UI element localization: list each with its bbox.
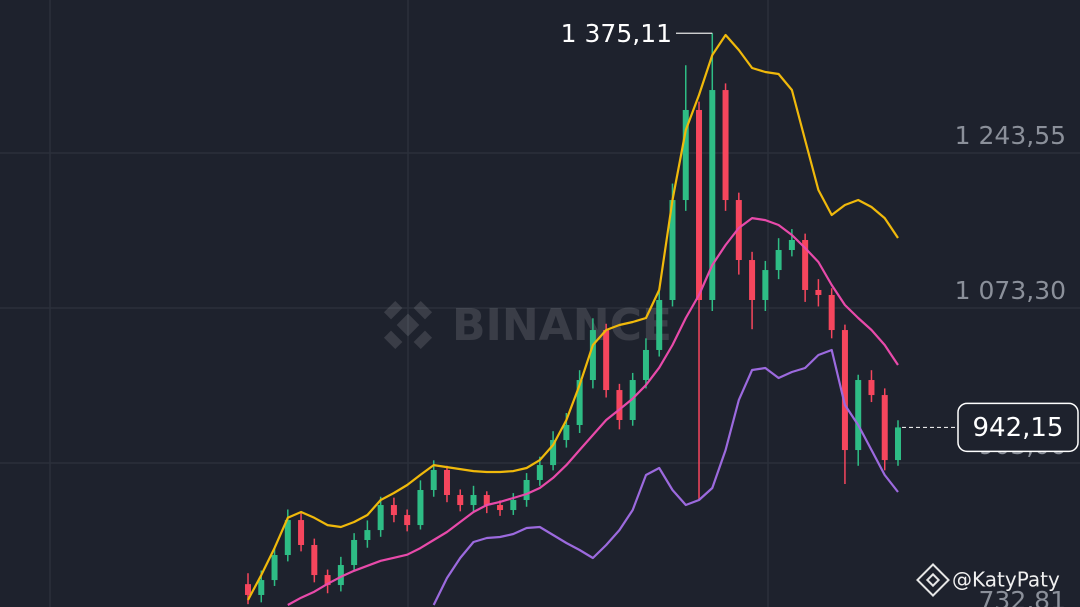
candle-body [284, 520, 291, 556]
candle-body [603, 330, 610, 391]
candle-body [443, 469, 450, 496]
candle-body [669, 200, 676, 300]
candle-body [709, 90, 716, 300]
candle-body [324, 575, 331, 586]
candle-body [576, 380, 583, 426]
candle-body [497, 505, 504, 511]
candle-body [841, 330, 848, 451]
y-tick-label: 1 243,55 [955, 121, 1066, 150]
candle-body [470, 495, 477, 506]
last-price-tag [957, 402, 1079, 453]
candle-body [749, 260, 756, 300]
credit: @KatyPaty [916, 563, 1060, 597]
watermark-text: BINANCE [452, 300, 672, 351]
candle-body [722, 90, 729, 201]
candle-body [775, 250, 782, 271]
candle-body [377, 505, 384, 531]
y-tick-label: 732,81 [979, 586, 1066, 607]
candle-body [868, 380, 875, 396]
candle-body [298, 520, 305, 545]
candle-body [682, 109, 689, 201]
candle-body [828, 294, 835, 331]
candle-body [881, 395, 888, 461]
candle-body [563, 425, 570, 441]
candle-body [735, 200, 742, 261]
candle-body [696, 109, 703, 300]
candle-body [271, 555, 278, 581]
band-line [432, 348, 899, 606]
candle-body [417, 490, 424, 526]
band-line [247, 33, 899, 601]
candle-body [802, 239, 809, 290]
candle-body [457, 495, 464, 506]
candle-body [642, 349, 649, 381]
candle-body [895, 427, 901, 461]
overlay-layer: 1 375,11 942,15 [561, 19, 1079, 453]
candle-body [510, 500, 517, 511]
candle-body [390, 505, 397, 516]
candle-body [337, 565, 344, 586]
candle-body [536, 465, 543, 480]
candle-body [311, 544, 318, 576]
credit-text: @KatyPaty [952, 568, 1060, 592]
last-price-label: 942,15 [973, 413, 1064, 443]
candle-body [656, 299, 663, 350]
watermark: BINANCE [383, 300, 672, 351]
candle-body [245, 584, 251, 595]
candle-body [616, 390, 623, 420]
high-label: 1 375,11 [561, 19, 672, 48]
candle-body [404, 515, 411, 526]
candle-body [550, 440, 557, 466]
candle-body [483, 495, 490, 506]
plot-layer [245, 33, 901, 606]
band-line [287, 217, 899, 606]
candle-body [430, 469, 437, 491]
candle-body [364, 530, 371, 540]
candle-body [351, 539, 358, 566]
candle-body [762, 270, 769, 300]
candle-body [855, 380, 862, 451]
y-tick-label: 1 073,30 [955, 276, 1066, 305]
candle-body [788, 239, 795, 251]
candle-body [258, 580, 265, 595]
candle-body [815, 289, 822, 295]
candle-body [589, 330, 596, 381]
candle-body [523, 479, 530, 501]
